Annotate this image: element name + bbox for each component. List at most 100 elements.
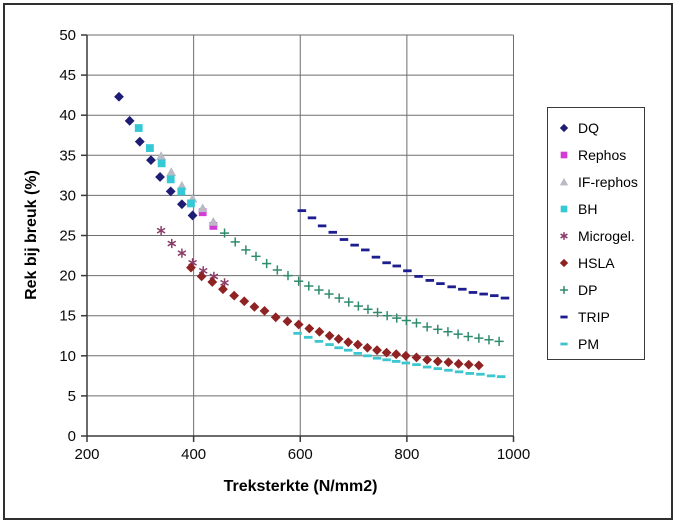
data-point-marker	[479, 292, 488, 296]
data-point-marker	[283, 271, 293, 281]
data-point-marker	[241, 245, 251, 255]
legend-label: BH	[578, 200, 598, 217]
legend-item-if-rephos: IF-rephos	[548, 168, 644, 195]
y-tick-label-15: 15	[59, 308, 76, 325]
data-point-marker	[411, 352, 422, 363]
data-point-marker	[381, 347, 392, 358]
series-rephos	[198, 208, 218, 230]
y-tick-label-45: 45	[59, 67, 76, 84]
data-point-marker	[443, 357, 454, 368]
data-point-marker	[156, 226, 166, 236]
data-point-marker	[325, 343, 334, 346]
data-point-marker	[486, 374, 496, 378]
data-point-marker	[314, 326, 325, 337]
data-point-marker	[453, 329, 463, 339]
hsla-marker-icon	[559, 258, 569, 267]
y-tick-label-25: 25	[59, 228, 76, 245]
data-point-marker	[372, 307, 383, 318]
data-point-marker	[458, 287, 467, 291]
data-point-marker	[146, 155, 156, 166]
rephos-marker-icon	[560, 151, 568, 158]
data-point-marker	[500, 296, 510, 300]
series-dp	[219, 228, 504, 346]
data-point-marker	[392, 264, 401, 268]
data-point-marker	[197, 203, 208, 213]
data-point-marker	[270, 312, 281, 323]
legend: DQ Rephos IF-rephos BH Microgel. HSLA DP TRIP PM	[547, 107, 645, 360]
data-point-marker	[114, 91, 124, 102]
data-point-marker	[494, 336, 504, 346]
data-point-marker	[343, 348, 353, 352]
data-point-marker	[324, 289, 334, 299]
y-tick-label-5: 5	[68, 388, 76, 405]
x-tick-label-600: 600	[288, 446, 313, 463]
y-tick-label-10: 10	[59, 348, 76, 365]
data-point-marker	[559, 258, 569, 267]
data-point-marker	[433, 324, 443, 334]
legend-label: Rephos	[578, 146, 627, 163]
data-point-marker	[282, 316, 293, 327]
data-point-marker	[166, 167, 177, 177]
data-point-marker	[272, 265, 282, 275]
legend-label: HSLA	[578, 254, 615, 271]
data-point-marker	[317, 224, 327, 228]
data-point-marker	[401, 315, 411, 326]
legend-item-rephos: Rephos	[548, 141, 644, 168]
data-point-marker	[363, 304, 373, 314]
data-point-marker	[425, 279, 435, 282]
series-bh	[134, 124, 195, 208]
data-point-marker	[559, 123, 569, 132]
y-tick-label-30: 30	[59, 187, 76, 204]
data-point-marker	[473, 360, 484, 371]
data-point-marker	[403, 269, 412, 273]
data-point-marker	[414, 275, 423, 278]
data-point-marker	[249, 301, 260, 312]
data-point-marker	[382, 311, 392, 321]
legend-label: PM	[578, 335, 599, 352]
data-point-marker	[560, 285, 568, 294]
data-point-marker	[392, 313, 402, 323]
data-point-marker	[559, 177, 569, 185]
data-point-marker	[401, 361, 411, 365]
data-point-marker	[294, 276, 304, 286]
data-point-marker	[155, 172, 165, 182]
data-point-marker	[293, 331, 302, 335]
legend-label: IF-rephos	[578, 173, 638, 190]
data-point-marker	[560, 315, 568, 318]
data-point-marker	[176, 199, 187, 210]
series-hsla	[186, 262, 484, 371]
data-point-marker	[187, 210, 198, 221]
data-point-marker	[314, 285, 324, 295]
data-point-marker	[463, 359, 474, 370]
data-point-marker	[333, 334, 344, 344]
data-point-marker	[230, 237, 240, 247]
data-point-marker	[560, 342, 568, 345]
y-tick-label-35: 35	[59, 147, 76, 164]
if-rephos-marker-icon	[559, 177, 569, 185]
data-point-marker	[400, 350, 411, 361]
legend-label: DQ	[578, 119, 599, 136]
data-point-marker	[262, 258, 272, 269]
x-tick-label-1000: 1000	[497, 446, 530, 463]
x-tick-label-400: 400	[181, 446, 206, 463]
data-point-marker	[303, 335, 313, 339]
data-point-marker	[334, 346, 343, 350]
data-point-marker	[490, 294, 499, 298]
dq-marker-icon	[559, 123, 569, 132]
x-tick-label-800: 800	[394, 446, 419, 463]
data-point-marker	[165, 186, 176, 197]
data-point-marker	[259, 305, 270, 316]
data-point-marker	[156, 151, 167, 161]
x-tick-label-200: 200	[74, 446, 99, 463]
data-point-marker	[218, 284, 228, 295]
data-point-marker	[146, 144, 154, 152]
legend-item-dp: DP	[548, 276, 644, 303]
legend-item-trip: TRIP	[548, 303, 644, 330]
data-point-marker	[363, 354, 372, 358]
legend-item-pm: PM	[548, 330, 644, 357]
data-point-marker	[208, 216, 219, 226]
data-point-marker	[177, 248, 187, 258]
data-point-marker	[344, 297, 354, 307]
